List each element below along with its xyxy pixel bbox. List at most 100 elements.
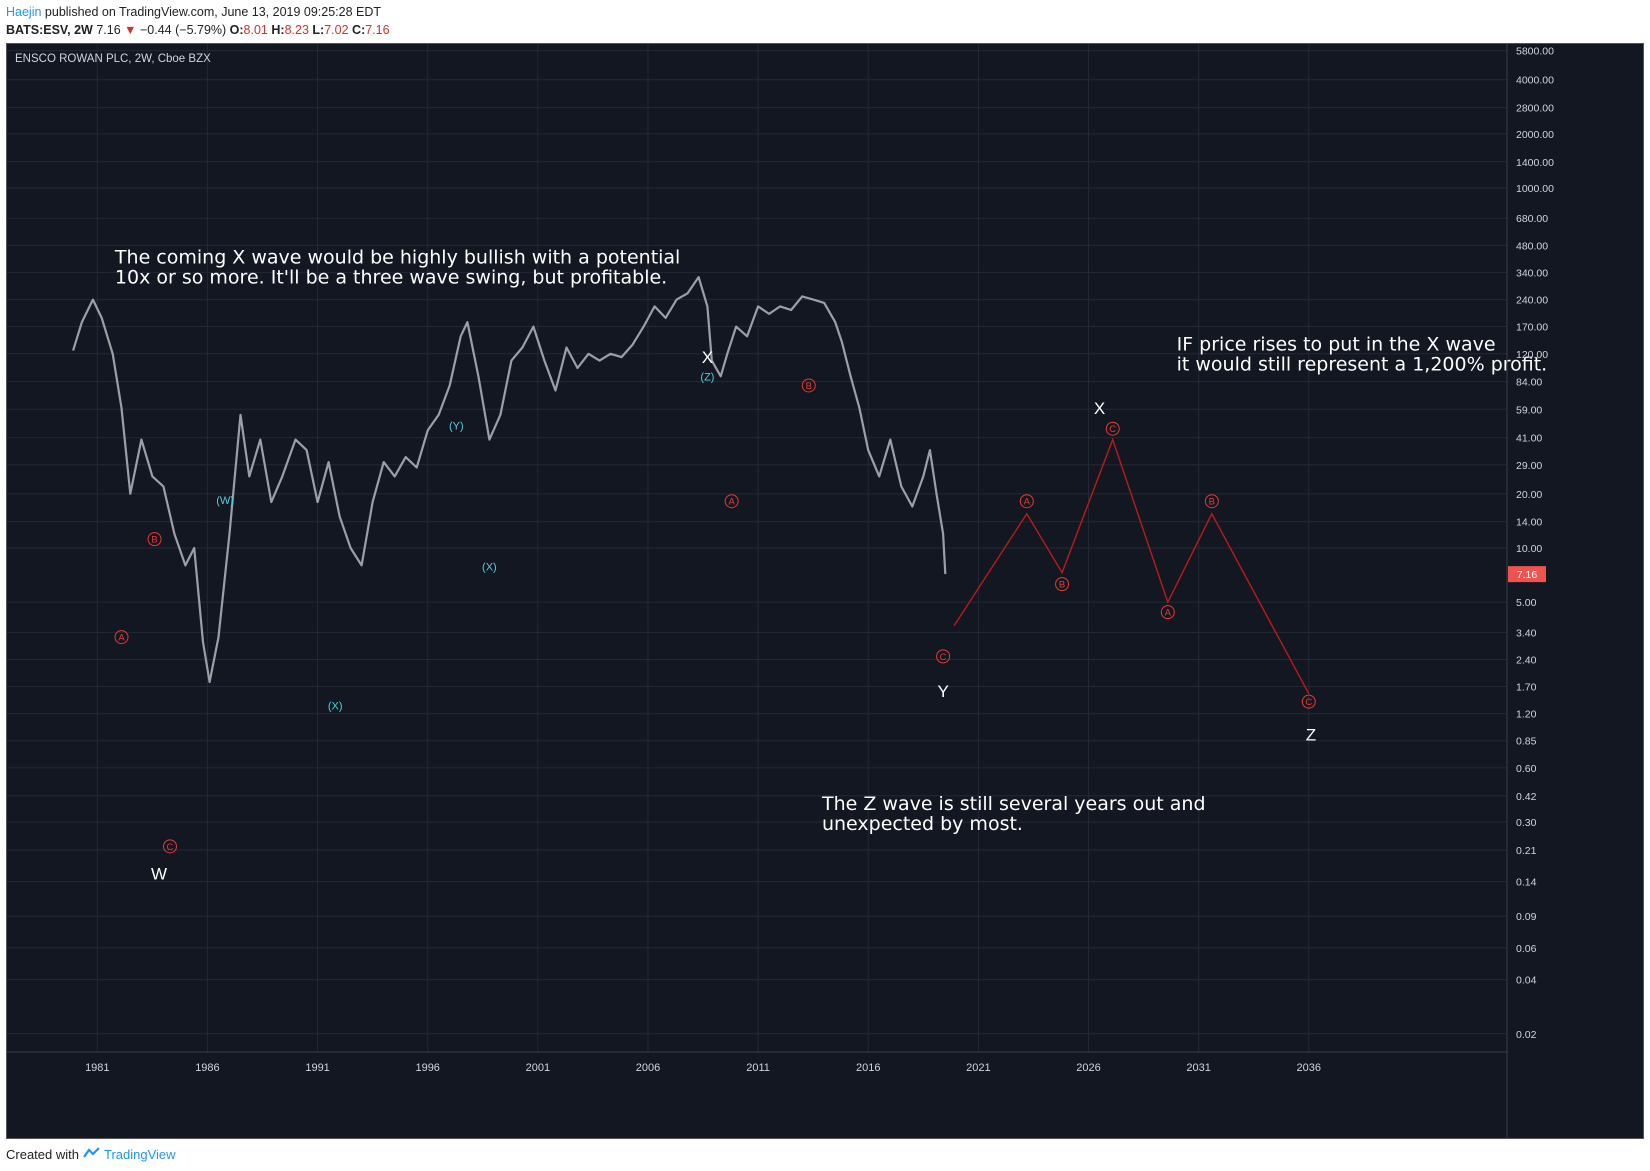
time-tick-label: 2001 bbox=[526, 1062, 550, 1074]
price-tick-label: 0.85 bbox=[1516, 736, 1537, 748]
price-tick-label: 120.00 bbox=[1516, 349, 1548, 361]
price-tick-label: 0.60 bbox=[1516, 763, 1537, 775]
time-tick-label: 1996 bbox=[415, 1062, 439, 1074]
wave-label-text: (W) bbox=[216, 495, 234, 507]
wave-label: B bbox=[147, 532, 162, 547]
time-tick-label: 2031 bbox=[1186, 1062, 1210, 1074]
footer: Created with TradingView bbox=[6, 1147, 176, 1162]
price-tick-label: 2000.00 bbox=[1516, 129, 1554, 141]
chart-frame[interactable]: C W A B (W) (X) (Y) (X) (Z) X A B C Y A B C X A B C Z The com… bbox=[6, 43, 1644, 1139]
wave-label-text: A bbox=[1024, 497, 1031, 508]
wave-label-text: A bbox=[728, 497, 735, 508]
wave-label: B bbox=[1204, 494, 1219, 509]
annotation-line: IF price rises to put in the X wave bbox=[1177, 334, 1496, 356]
wave-label: A bbox=[1160, 605, 1175, 620]
wave-label-text: C bbox=[167, 842, 174, 853]
wave-label: A bbox=[1019, 494, 1034, 509]
price-tick-label: 1400.00 bbox=[1516, 157, 1554, 169]
price-tick-label: 0.09 bbox=[1516, 911, 1537, 923]
wave-label-text: Y bbox=[937, 682, 948, 701]
open-label: O: bbox=[229, 23, 244, 37]
price-tick-label: 14.00 bbox=[1516, 517, 1542, 529]
time-axis: 1981 1986 1991 1996 2001 2006 2011 2016 2021 2026… bbox=[85, 1062, 1321, 1074]
time-tick-label: 2021 bbox=[966, 1062, 990, 1074]
price-tick-label: 0.30 bbox=[1516, 817, 1537, 829]
wave-label-text: (X) bbox=[328, 701, 343, 713]
price-tick-label: 1.70 bbox=[1516, 682, 1537, 694]
price-tick-label: 0.14 bbox=[1516, 877, 1537, 889]
time-tick-label: 1991 bbox=[305, 1062, 329, 1074]
symbol-label: BATS:ESV, 2W bbox=[6, 23, 93, 37]
price-tick-label: 10.00 bbox=[1516, 543, 1542, 555]
publish-line: Haejin published on TradingView.com, Jun… bbox=[6, 5, 381, 19]
wave-label-circle bbox=[114, 630, 129, 645]
price-tick-label: 1.20 bbox=[1516, 709, 1537, 721]
down-arrow-icon: ▼ bbox=[124, 23, 137, 37]
price-tick-label: 41.00 bbox=[1516, 433, 1542, 445]
time-tick-label: 2036 bbox=[1297, 1062, 1321, 1074]
created-with-label: Created with bbox=[6, 1147, 79, 1162]
wave-label-circle bbox=[1204, 494, 1219, 509]
price-tick-label: 1000.00 bbox=[1516, 183, 1554, 195]
wave-label-circle bbox=[147, 532, 162, 547]
wave-label-circle bbox=[1105, 421, 1120, 436]
price-axis: 5800.00 4000.00 2800.00 2000.00 1400.00 1000.… bbox=[1508, 46, 1554, 1041]
annotation-line: 10x or so more. It'll be a three wave sw… bbox=[115, 267, 667, 289]
wave-label-text: B bbox=[151, 535, 157, 546]
wave-label-text: Z bbox=[1306, 726, 1316, 745]
wave-label-text: B bbox=[806, 381, 812, 392]
price-tick-label: 170.00 bbox=[1516, 322, 1548, 334]
last-price: 7.16 bbox=[96, 23, 121, 37]
low-label: L: bbox=[312, 23, 325, 37]
price-tick-label: 0.21 bbox=[1516, 845, 1537, 857]
projection-line bbox=[953, 437, 1310, 695]
price-tick-label: 0.02 bbox=[1516, 1029, 1537, 1041]
time-tick-label: 1986 bbox=[195, 1062, 219, 1074]
price-tick-label: 680.00 bbox=[1516, 213, 1548, 225]
time-tick-label: 1981 bbox=[85, 1062, 109, 1074]
wave-label: C bbox=[936, 649, 951, 664]
high-label: H: bbox=[271, 23, 285, 37]
price-series bbox=[72, 276, 947, 684]
wave-label-circle bbox=[936, 649, 951, 664]
low-value: 7.02 bbox=[324, 23, 349, 37]
wave-label-text: X bbox=[1094, 399, 1105, 418]
price-tick-label: 29.00 bbox=[1516, 460, 1542, 472]
publish-info: published on TradingView.com, June 13, 2… bbox=[44, 5, 382, 19]
price-tick-label: 59.00 bbox=[1516, 404, 1542, 416]
author-link[interactable]: Haejin bbox=[6, 5, 42, 19]
price-tick-label: 20.00 bbox=[1516, 489, 1542, 501]
chart-grid bbox=[7, 44, 1507, 1052]
annotations: The coming X wave would be highly bullis… bbox=[114, 247, 1547, 835]
wave-label: A bbox=[724, 494, 739, 509]
chart-title: ENSCO ROWAN PLC, 2W, Cboe BZX bbox=[15, 53, 211, 65]
open-value: 8.01 bbox=[243, 23, 268, 37]
wave-label-text: C bbox=[1305, 697, 1312, 708]
wave-label: A bbox=[114, 630, 129, 645]
price-tick-label: 3.40 bbox=[1516, 627, 1537, 639]
wave-label: C bbox=[162, 839, 177, 854]
wave-label-text: A bbox=[118, 633, 125, 644]
wave-label-text: B bbox=[1209, 497, 1215, 508]
symbol-line: BATS:ESV, 2W 7.16 ▼ −0.44 (−5.79%) O:8.0… bbox=[6, 23, 390, 37]
wave-label-text: B bbox=[1059, 580, 1065, 591]
tradingview-brand-link[interactable]: TradingView bbox=[104, 1147, 176, 1162]
wave-label-text: C bbox=[1109, 424, 1116, 435]
wave-label-circle bbox=[1160, 605, 1175, 620]
high-value: 8.23 bbox=[284, 23, 309, 37]
price-tick-label: 0.06 bbox=[1516, 943, 1537, 955]
price-tick-label: 2800.00 bbox=[1516, 103, 1554, 115]
wave-label-text: (X) bbox=[482, 561, 497, 573]
wave-label-circle bbox=[1019, 494, 1034, 509]
wave-label: C bbox=[1301, 694, 1316, 709]
last-price-tag bbox=[1508, 566, 1546, 583]
price-change: −0.44 (−5.79%) bbox=[140, 23, 227, 37]
wave-label-text: (Y) bbox=[449, 420, 464, 432]
projection-series bbox=[953, 437, 1310, 695]
wave-label-circle bbox=[724, 494, 739, 509]
wave-label-text: A bbox=[1165, 608, 1172, 619]
annotation-line: it would still represent a 1,200% profit… bbox=[1177, 354, 1548, 376]
time-tick-label: 2011 bbox=[746, 1062, 770, 1074]
